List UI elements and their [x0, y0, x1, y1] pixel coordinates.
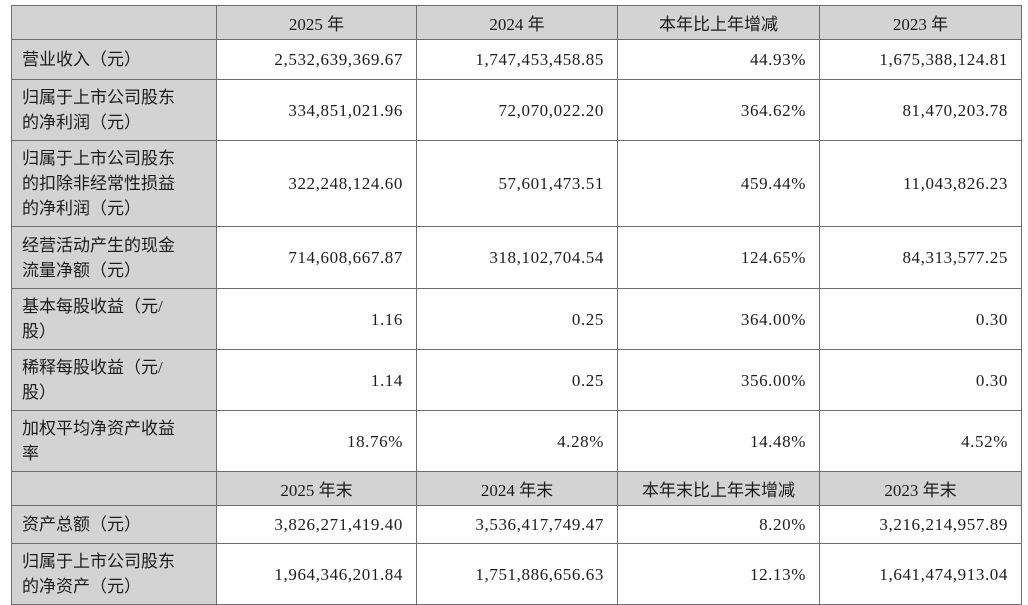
value-cell: 14.48% [617, 410, 820, 472]
value-cell: 334,851,021.96 [216, 79, 417, 141]
value-cell: 1.16 [216, 288, 417, 350]
row-total-assets: 资产总额（元） 3,826,271,419.40 3,536,417,749.4… [11, 505, 1022, 544]
value-cell: 84,313,577.25 [819, 226, 1022, 289]
value-cell: 0.30 [819, 288, 1022, 350]
row-basic-eps: 基本每股收益（元/股） 1.16 0.25 364.00% 0.30 [11, 288, 1022, 350]
value-cell: 3,536,417,749.47 [416, 505, 618, 544]
value-cell: 44.93% [617, 39, 820, 80]
row-net-assets: 归属于上市公司股东的净资产（元） 1,964,346,201.84 1,751,… [11, 543, 1022, 605]
value-cell: 364.62% [617, 79, 820, 141]
value-cell: 1,747,453,458.85 [416, 39, 618, 80]
row-label: 资产总额（元） [11, 505, 217, 544]
row-label: 加权平均净资产收益率 [11, 410, 217, 472]
row-label: 基本每股收益（元/股） [11, 288, 217, 350]
value-cell: 124.65% [617, 226, 820, 289]
value-cell: 18.76% [216, 410, 417, 472]
column-header-2025: 2025 年 [216, 5, 417, 40]
row-operating-cash-flow: 经营活动产生的现金流量净额（元） 714,608,667.87 318,102,… [11, 226, 1022, 289]
row-label: 归属于上市公司股东的扣除非经常性损益的净利润（元） [11, 140, 217, 227]
value-cell: 2,532,639,369.67 [216, 39, 417, 80]
row-label: 营业收入（元） [11, 39, 217, 80]
value-cell: 714,608,667.87 [216, 226, 417, 289]
value-cell: 1,641,474,913.04 [819, 543, 1022, 605]
value-cell: 1,751,886,656.63 [416, 543, 618, 605]
value-cell: 322,248,124.60 [216, 140, 417, 227]
header-row-eoy: 2025 年末 2024 年末 本年末比上年末增减 2023 年末 [11, 471, 1022, 506]
value-cell: 1,964,346,201.84 [216, 543, 417, 605]
value-cell: 11,043,826.23 [819, 140, 1022, 227]
column-header-2024-eoy: 2024 年末 [416, 471, 618, 506]
value-cell: 3,216,214,957.89 [819, 505, 1022, 544]
row-net-profit: 归属于上市公司股东的净利润（元） 334,851,021.96 72,070,0… [11, 79, 1022, 141]
row-net-profit-deducted: 归属于上市公司股东的扣除非经常性损益的净利润（元） 322,248,124.60… [11, 140, 1022, 227]
value-cell: 0.25 [416, 349, 618, 411]
row-label: 归属于上市公司股东的净资产（元） [11, 543, 217, 605]
value-cell: 0.30 [819, 349, 1022, 411]
value-cell: 1,675,388,124.81 [819, 39, 1022, 80]
row-diluted-eps: 稀释每股收益（元/股） 1.14 0.25 356.00% 0.30 [11, 349, 1022, 411]
value-cell: 0.25 [416, 288, 618, 350]
value-cell: 3,826,271,419.40 [216, 505, 417, 544]
header-row-period: 2025 年 2024 年 本年比上年增减 2023 年 [11, 5, 1022, 40]
value-cell: 318,102,704.54 [416, 226, 618, 289]
row-weighted-avg-roe: 加权平均净资产收益率 18.76% 4.28% 14.48% 4.52% [11, 410, 1022, 472]
value-cell: 4.52% [819, 410, 1022, 472]
column-header-2023: 2023 年 [819, 5, 1022, 40]
column-header-change: 本年比上年增减 [617, 5, 820, 40]
column-header-2025-eoy: 2025 年末 [216, 471, 417, 506]
document-page: 2025 年 2024 年 本年比上年增减 2023 年 营业收入（元） 2,5… [11, 5, 1022, 605]
value-cell: 459.44% [617, 140, 820, 227]
row-label: 经营活动产生的现金流量净额（元） [11, 226, 217, 289]
corner-cell [11, 5, 217, 40]
value-cell: 72,070,022.20 [416, 79, 618, 141]
corner-cell [11, 471, 217, 506]
row-revenue: 营业收入（元） 2,532,639,369.67 1,747,453,458.8… [11, 39, 1022, 80]
value-cell: 356.00% [617, 349, 820, 411]
value-cell: 81,470,203.78 [819, 79, 1022, 141]
column-header-2023-eoy: 2023 年末 [819, 471, 1022, 506]
value-cell: 4.28% [416, 410, 618, 472]
row-label: 归属于上市公司股东的净利润（元） [11, 79, 217, 141]
value-cell: 1.14 [216, 349, 417, 411]
row-label: 稀释每股收益（元/股） [11, 349, 217, 411]
value-cell: 8.20% [617, 505, 820, 544]
value-cell: 57,601,473.51 [416, 140, 618, 227]
value-cell: 364.00% [617, 288, 820, 350]
value-cell: 12.13% [617, 543, 820, 605]
financial-summary-table: 2025 年 2024 年 本年比上年增减 2023 年 营业收入（元） 2,5… [11, 5, 1022, 605]
column-header-change-eoy: 本年末比上年末增减 [617, 471, 820, 506]
column-header-2024: 2024 年 [416, 5, 618, 40]
